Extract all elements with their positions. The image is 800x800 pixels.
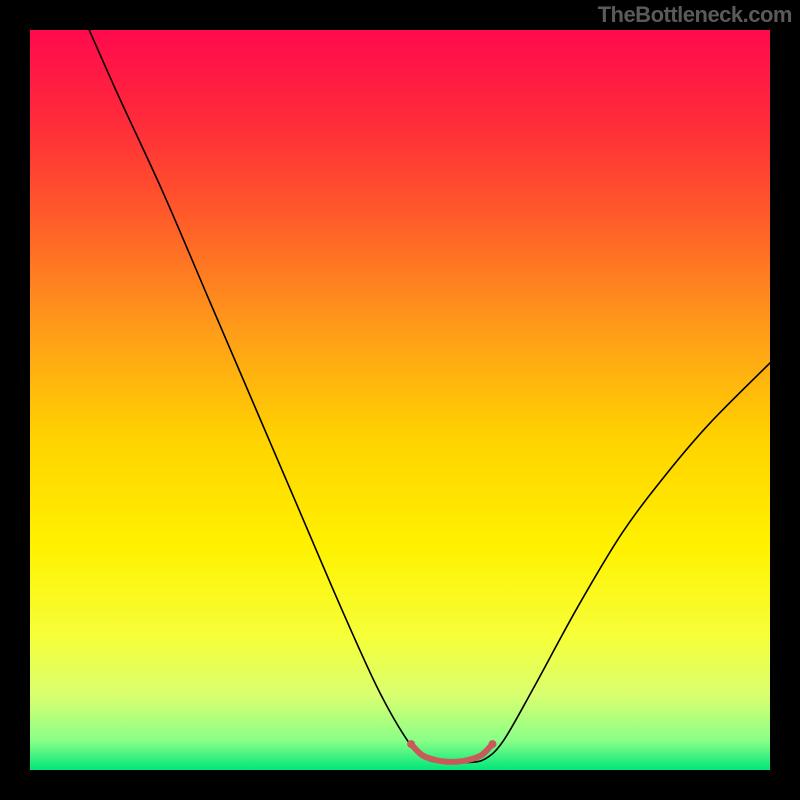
chart-frame: TheBottleneck.com bbox=[0, 0, 800, 800]
watermark-text: TheBottleneck.com bbox=[598, 2, 792, 28]
plot-area bbox=[30, 30, 770, 770]
gradient-background bbox=[30, 30, 770, 770]
